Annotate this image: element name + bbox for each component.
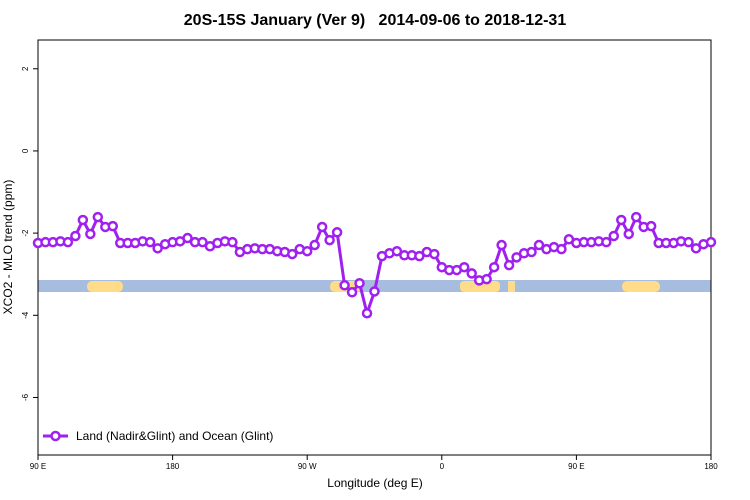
point	[496, 239, 507, 251]
point	[92, 211, 104, 223]
point	[339, 280, 350, 291]
point	[533, 239, 545, 251]
point	[690, 243, 702, 254]
point	[85, 228, 96, 240]
y-tick-label: -2	[21, 229, 30, 237]
point	[309, 239, 320, 251]
point	[361, 307, 373, 319]
point	[503, 259, 515, 271]
point	[301, 245, 313, 257]
point	[623, 228, 634, 240]
point	[346, 287, 358, 298]
point	[324, 234, 335, 246]
point	[62, 236, 74, 248]
point	[391, 245, 403, 257]
point	[369, 286, 380, 297]
x-tick-label: 90 E	[30, 462, 46, 471]
x-tick-label: 0	[440, 462, 445, 471]
y-tick-label: -4	[21, 311, 30, 319]
point	[616, 214, 627, 226]
point	[107, 220, 119, 232]
point	[152, 243, 163, 254]
land-band	[460, 281, 500, 292]
point	[197, 236, 208, 248]
point	[227, 236, 238, 248]
land-band	[508, 281, 515, 292]
x-tick-label: 180	[704, 462, 718, 471]
y-tick-label: 0	[21, 148, 30, 153]
point	[458, 261, 470, 273]
point	[511, 252, 522, 263]
point	[70, 230, 81, 242]
x-tick-label: 90 E	[568, 462, 584, 471]
point	[645, 220, 657, 232]
legend-label: Land (Nadir&Glint) and Ocean (Glint)	[76, 429, 273, 443]
point	[488, 261, 500, 273]
point	[556, 243, 567, 255]
plot-frame	[37, 39, 712, 456]
point	[316, 221, 328, 233]
point	[683, 236, 694, 248]
point	[414, 250, 425, 262]
x-tick-label: 90 W	[298, 462, 317, 471]
point	[526, 246, 537, 258]
y-tick-label: 2	[21, 66, 30, 71]
x-tick-label: 180	[166, 462, 180, 471]
point	[354, 277, 365, 289]
point	[429, 248, 440, 260]
point	[331, 227, 343, 238]
y-axis-label: XCO2 - MLO trend (ppm)	[1, 180, 15, 315]
y-tick-label: -6	[21, 393, 30, 401]
point	[466, 268, 477, 279]
point	[481, 273, 492, 285]
point	[630, 211, 642, 223]
series-line	[37, 215, 712, 315]
legend-marker	[50, 430, 61, 442]
point	[286, 248, 298, 260]
point	[705, 236, 717, 248]
point	[608, 230, 620, 242]
point	[144, 236, 156, 248]
point	[182, 232, 193, 244]
point	[601, 236, 612, 248]
x-axis-label: Longitude (deg E)	[327, 476, 422, 490]
point	[77, 214, 89, 226]
land-band	[87, 281, 123, 292]
land-band	[622, 281, 660, 292]
chart-title: 20S-15S January (Ver 9) 2014-09-06 to 20…	[184, 12, 567, 29]
